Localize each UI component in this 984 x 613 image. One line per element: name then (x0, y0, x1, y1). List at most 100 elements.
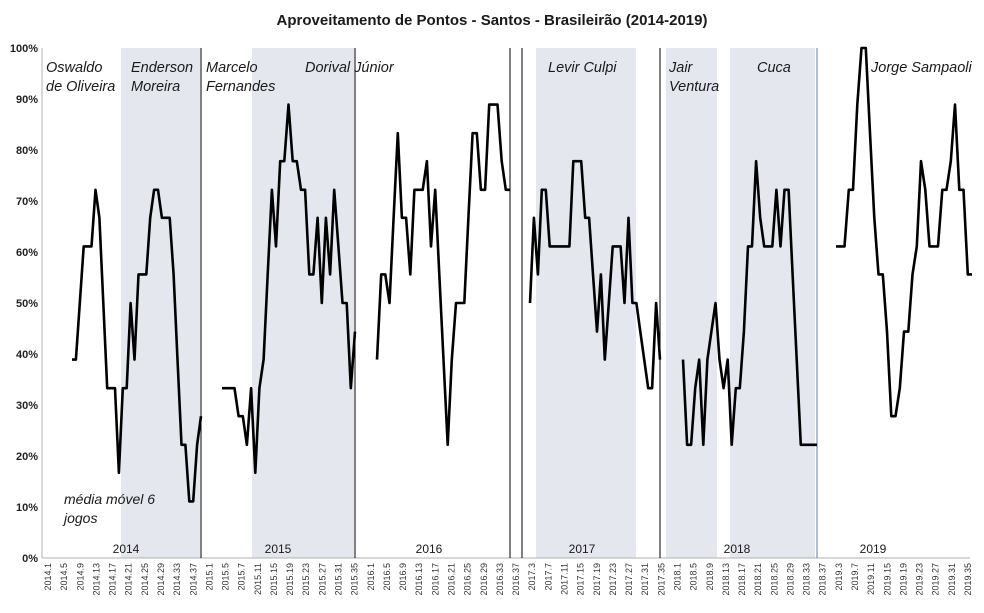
coach-label-1-line-2: de Oliveira (46, 79, 115, 95)
year-label-2015: 2015 (265, 542, 292, 556)
coach-labels: Oswaldo de Oliveira Enderson Moreira Marcelo… (46, 60, 973, 95)
x-tick-label: 2015.31 (334, 563, 344, 596)
x-tick-label: 2018.29 (786, 563, 796, 596)
y-tick-label: 0% (22, 553, 38, 565)
x-tick-label: 2017.11 (560, 563, 570, 595)
x-tick-label: 2019.7 (850, 563, 860, 591)
year-label-2016: 2016 (416, 542, 443, 556)
x-tick-label: 2016.21 (447, 563, 457, 596)
x-tick-label: 2015.1 (204, 563, 214, 591)
coach-label-3-line-2: Fernandes (206, 79, 275, 95)
x-tick-label: 2015.35 (350, 563, 360, 596)
x-tick-label: 2018.17 (737, 563, 747, 596)
coach-label-3-line-1: Marcelo (206, 60, 258, 76)
x-tick-label: 2014.33 (172, 563, 182, 596)
x-tick-label: 2016.5 (382, 563, 392, 591)
x-tick-label: 2015.19 (285, 563, 295, 596)
x-tick-label: 2015.7 (237, 563, 247, 591)
x-tick-label: 2018.37 (818, 563, 828, 596)
x-tick-label: 2014.13 (91, 563, 101, 596)
y-tick-label: 10% (16, 502, 38, 514)
y-tick-label: 70% (16, 196, 38, 208)
series-line-2017 (528, 159, 662, 390)
series-line-2015 (222, 103, 357, 475)
x-tick-label: 2019.35 (963, 563, 973, 596)
coach-label-2-line-2: Moreira (131, 79, 180, 95)
x-tick-label: 2019.19 (898, 563, 908, 596)
x-tick-label: 2016.29 (479, 563, 489, 596)
x-tick-label: 2018.13 (721, 563, 731, 596)
x-tick-label: 2014.9 (75, 563, 85, 591)
x-tick-label: 2016.1 (366, 563, 376, 591)
y-tick-label: 50% (16, 298, 38, 310)
year-label-2014: 2014 (113, 542, 140, 556)
coach-band-3 (536, 48, 636, 558)
x-tick-label: 2016.13 (414, 563, 424, 596)
x-tick-label: 2017.7 (543, 563, 553, 591)
series-line-2019 (836, 46, 972, 418)
x-tick-label: 2016.37 (511, 563, 521, 596)
x-tick-label: 2018.21 (753, 563, 763, 596)
y-tick-label: 100% (10, 43, 38, 55)
x-tick-label: 2018.1 (673, 563, 683, 591)
x-tick-label: 2016.33 (495, 563, 505, 596)
x-tick-label: 2017.19 (592, 563, 602, 596)
coach-label-2-line-1: Enderson (131, 60, 193, 76)
x-tick-label: 2019.31 (947, 563, 957, 596)
x-tick-label: 2018.5 (689, 563, 699, 591)
x-tick-label: 2017.27 (624, 563, 634, 596)
x-tick-label: 2019.27 (931, 563, 941, 596)
x-tick-label: 2014.25 (140, 563, 150, 596)
series-line-2016 (375, 103, 510, 447)
x-tick-label: 2016.17 (430, 563, 440, 596)
coach-band-2 (252, 48, 354, 558)
x-tick-label: 2019.11 (866, 563, 876, 595)
coach-label-5-line-1: Levir Culpi (548, 60, 617, 76)
x-tick-label: 2016.9 (398, 563, 408, 591)
x-tick-label: 2017.31 (640, 563, 650, 596)
coach-label-7-line-1: Cuca (757, 60, 791, 76)
coach-label-4-line-1: Dorival Júnior (305, 60, 395, 76)
moving-average-note-line-1: média móvel 6 (64, 491, 155, 507)
x-tick-label: 2014.21 (124, 563, 134, 596)
year-label-2017: 2017 (569, 542, 596, 556)
coach-label-8-line-1: Jorge Sampaoli (870, 60, 973, 76)
coach-band-5 (730, 48, 815, 558)
x-tick-label: 2014.5 (59, 563, 69, 591)
x-tick-label: 2017.3 (527, 563, 537, 591)
x-tick-label: 2015.23 (301, 563, 311, 596)
y-tick-label: 90% (16, 94, 38, 106)
y-tick-label: 40% (16, 349, 38, 361)
coach-label-6-line-1: Jair (668, 60, 694, 76)
x-tick-label: 2014.17 (108, 563, 118, 596)
x-tick-label: 2018.25 (769, 563, 779, 596)
x-tick-label: 2019.23 (915, 563, 925, 596)
year-labels: 2014 2015 2016 2017 2018 2019 (113, 542, 887, 556)
x-tick-label: 2018.9 (705, 563, 715, 591)
x-tick-label: 2017.23 (608, 563, 618, 596)
y-tick-label: 80% (16, 145, 38, 157)
x-tick-label: 2014.1 (43, 563, 53, 591)
x-tick-label: 2015.5 (221, 563, 231, 591)
x-tick-label: 2018.33 (802, 563, 812, 596)
x-tick-label: 2014.29 (156, 563, 166, 596)
x-tick-label: 2017.15 (576, 563, 586, 596)
coach-label-1-line-1: Oswaldo (46, 60, 102, 76)
x-tick-label: 2016.25 (463, 563, 473, 596)
x-tick-label: 2014.37 (188, 563, 198, 596)
series-line-2014 (72, 188, 203, 503)
x-tick-label: 2015.15 (269, 563, 279, 596)
y-tick-label: 30% (16, 400, 38, 412)
year-label-2018: 2018 (724, 542, 751, 556)
coach-label-6-line-2: Ventura (669, 79, 719, 95)
x-tick-label: 2015.11 (253, 563, 263, 595)
x-tick-label: 2015.27 (317, 563, 327, 596)
season-dividers (200, 48, 818, 558)
x-tick-label: 2019.15 (882, 563, 892, 596)
coach-band-4 (666, 48, 717, 558)
series-lines (72, 46, 972, 503)
y-axis: 0% 10% 20% 30% 40% 50% 60% 70% 80% 90% 100% (10, 43, 970, 565)
x-tick-label: 2019.3 (834, 563, 844, 591)
year-label-2019: 2019 (860, 542, 887, 556)
